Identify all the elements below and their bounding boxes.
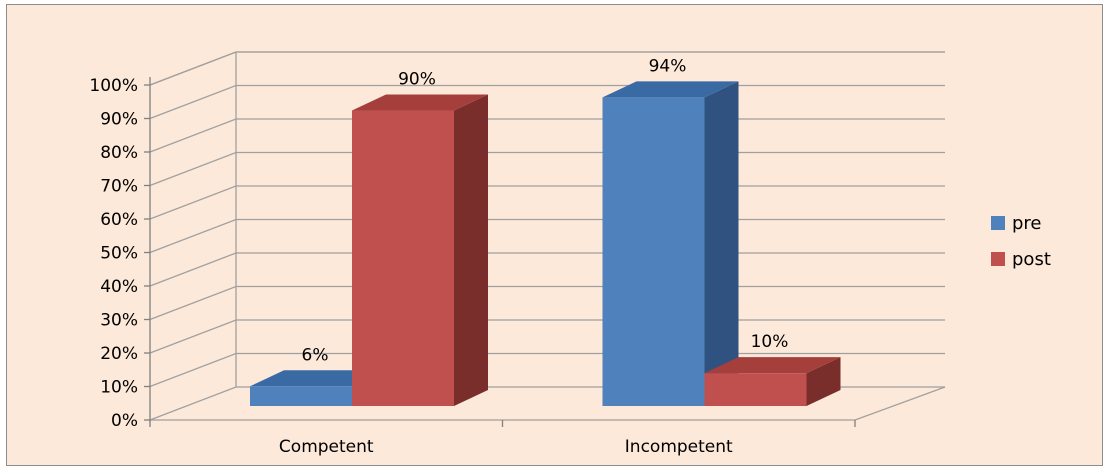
x-category-label: Competent [279, 437, 374, 457]
bar-side [454, 94, 488, 406]
y-tick-label: 0% [111, 411, 138, 431]
legend-item-post: post [991, 249, 1051, 270]
legend-swatch [991, 216, 1005, 230]
bar-top [704, 357, 841, 374]
y-tick-label: 80% [100, 143, 138, 163]
gridline [149, 319, 945, 354]
y-axis-tick-labels: 0% 10% 20% 30% 40% 50% 60% 70% 80% 90% 100% [89, 76, 138, 431]
gridline [149, 218, 945, 254]
gridline [149, 185, 945, 220]
x-axis-category-labels: Competent Incompetent [279, 437, 733, 457]
legend-label: pre [1012, 213, 1042, 234]
bar-front [352, 110, 454, 406]
bar-side [806, 357, 841, 406]
gridline [149, 285, 945, 321]
y-tick-label: 50% [100, 244, 138, 264]
bar-post-competent [352, 94, 488, 406]
y-tick-label: 10% [100, 378, 138, 398]
gridline [149, 84, 945, 120]
gridline [149, 51, 945, 86]
axes [144, 52, 946, 427]
gridline [149, 151, 945, 187]
data-label-pre-competent: 6% [302, 345, 329, 365]
legend-item-pre: pre [991, 213, 1042, 234]
y-tick-label: 20% [100, 344, 138, 364]
bar-top [352, 94, 488, 111]
legend-swatch [991, 252, 1005, 266]
data-label-post-incompetent: 10% [751, 332, 789, 352]
legend: pre post [991, 213, 1051, 270]
bar-front [602, 97, 705, 406]
bars [250, 81, 841, 406]
bar-front [704, 373, 807, 406]
bar-top [602, 81, 739, 98]
bar-pre-incompetent [602, 81, 739, 406]
y-tick-label: 60% [100, 210, 138, 230]
gridline [149, 51, 945, 86]
y-tick-label: 30% [100, 311, 138, 331]
data-label-pre-incompetent: 94% [649, 56, 687, 76]
legend-label: post [1012, 249, 1051, 270]
bar-side [704, 81, 739, 406]
x-category-label: Incompetent [625, 437, 733, 457]
y-tick-label: 100% [89, 76, 138, 96]
y-tick-label: 70% [100, 177, 138, 197]
y-tick-label: 90% [100, 110, 138, 130]
bar-front [250, 386, 352, 406]
chart-area [6, 4, 1103, 466]
gridline [149, 252, 945, 287]
data-labels: 6% 90% 94% 10% [302, 56, 789, 365]
gridline [149, 118, 945, 153]
data-label-post-competent: 90% [398, 70, 436, 90]
y-tick-label: 40% [100, 277, 138, 297]
bar-post-incompetent [704, 357, 841, 406]
